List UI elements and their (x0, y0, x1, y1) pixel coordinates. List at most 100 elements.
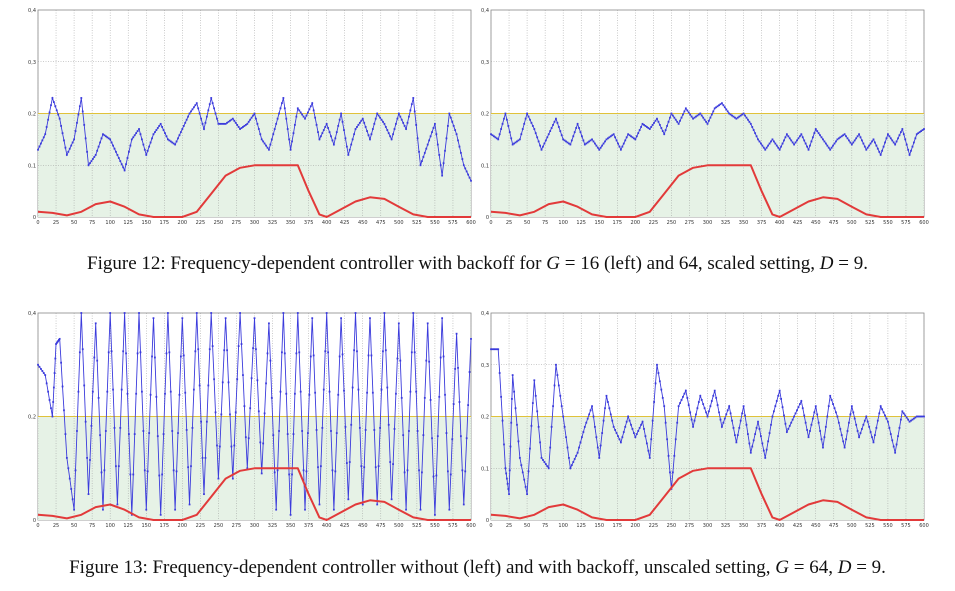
blue-series-point (508, 469, 511, 472)
blue-series-point (858, 133, 860, 136)
blue-series-point (530, 424, 533, 427)
blue-series-point (637, 430, 640, 432)
blue-series-point (501, 122, 504, 125)
blue-series-point (787, 428, 790, 430)
blue-series-point (148, 145, 151, 148)
blue-series-point (850, 143, 853, 146)
blue-series-point (719, 103, 722, 106)
blue-series-point (312, 354, 315, 357)
blue-series-point (612, 133, 615, 136)
blue-series-point (651, 419, 654, 422)
blue-series-point (862, 142, 865, 145)
blue-series-point (422, 156, 425, 158)
blue-series-point (728, 112, 731, 115)
blue-series-point (726, 409, 729, 412)
blue-series-point (494, 348, 497, 351)
blue-series-point (110, 141, 113, 144)
blue-series-point (607, 401, 609, 403)
blue-series-point (122, 166, 125, 169)
blue-series-point (229, 413, 231, 416)
blue-series-point (146, 470, 149, 473)
blue-series-point (843, 133, 846, 136)
blue-series-point (191, 108, 194, 111)
figure-13-caption: Figure 13: Frequency-dependent controlle… (69, 557, 886, 578)
x-tick-label: 200 (178, 220, 188, 226)
blue-series-point (889, 433, 892, 435)
blue-series-point (800, 400, 803, 402)
blue-series-point (861, 139, 863, 142)
blue-series-point (242, 126, 244, 128)
blue-series-point (405, 508, 407, 511)
blue-series-point (830, 146, 833, 149)
blue-series-point (731, 114, 733, 117)
blue-series-point (736, 116, 739, 119)
red-series-line (490, 467, 924, 521)
blue-series-point (669, 116, 671, 119)
blue-series-point (403, 125, 406, 127)
blue-series-point (760, 142, 762, 145)
blue-series-point (700, 114, 703, 117)
blue-series-point (185, 118, 188, 121)
blue-series-point (309, 355, 312, 358)
blue-series-point (396, 357, 399, 360)
blue-series-point (839, 136, 842, 139)
blue-series-point (874, 434, 876, 437)
blue-series-point (311, 317, 314, 320)
blue-series-point (715, 106, 718, 109)
blue-series-point (749, 451, 752, 454)
blue-series-point (803, 414, 806, 417)
blue-series-point (91, 390, 94, 393)
blue-series-point (800, 133, 803, 136)
blue-series-point (661, 396, 664, 399)
blue-series-point (601, 144, 604, 147)
blue-series-point (367, 134, 370, 137)
blue-series-point (397, 322, 400, 325)
blue-series-point (322, 388, 325, 391)
blue-series-point (425, 147, 428, 150)
blue-series-point (570, 139, 573, 142)
blue-series-point (130, 138, 133, 141)
blue-series-point (809, 430, 811, 432)
blue-series-point (70, 488, 73, 490)
blue-series-point (660, 388, 663, 391)
blue-series-point (492, 348, 495, 351)
blue-series-point (302, 115, 305, 118)
blue-series-point (531, 125, 534, 127)
blue-series-point (369, 317, 371, 320)
x-tick-label: 250 (214, 220, 224, 226)
x-tick-label: 375 (757, 523, 767, 529)
blue-series-point (304, 117, 306, 120)
blue-series-point (794, 412, 797, 415)
blue-series-point (898, 426, 901, 429)
blue-series-point (309, 105, 312, 108)
blue-series-point (632, 432, 635, 434)
blue-series-point (840, 135, 843, 138)
blue-series-point (187, 466, 190, 469)
blue-series-point (687, 111, 690, 114)
blue-series-point (444, 393, 446, 396)
blue-series-point (900, 131, 902, 134)
blue-series-point (826, 415, 829, 418)
blue-series-point (415, 390, 418, 393)
blue-series-point (377, 114, 380, 117)
blue-series-point (80, 97, 83, 99)
blue-series-point (184, 121, 187, 124)
blue-series-point (360, 119, 363, 122)
blue-series-point (162, 129, 165, 131)
x-tick-label: 550 (883, 523, 893, 529)
x-tick-label: 375 (304, 523, 314, 529)
blue-series-point (620, 148, 622, 151)
blue-series-point (715, 396, 718, 399)
blue-series-point (856, 135, 859, 138)
blue-series-point (728, 405, 731, 408)
blue-series-point (901, 128, 904, 130)
blue-series-point (592, 140, 595, 143)
blue-series-point (204, 121, 207, 124)
blue-series-point (454, 367, 457, 370)
blue-series-point (550, 127, 553, 129)
blue-series-point (179, 131, 182, 134)
blue-series-point (207, 109, 210, 112)
blue-series-point (135, 392, 138, 395)
blue-series-point (327, 127, 330, 129)
blue-series-point (829, 394, 832, 397)
